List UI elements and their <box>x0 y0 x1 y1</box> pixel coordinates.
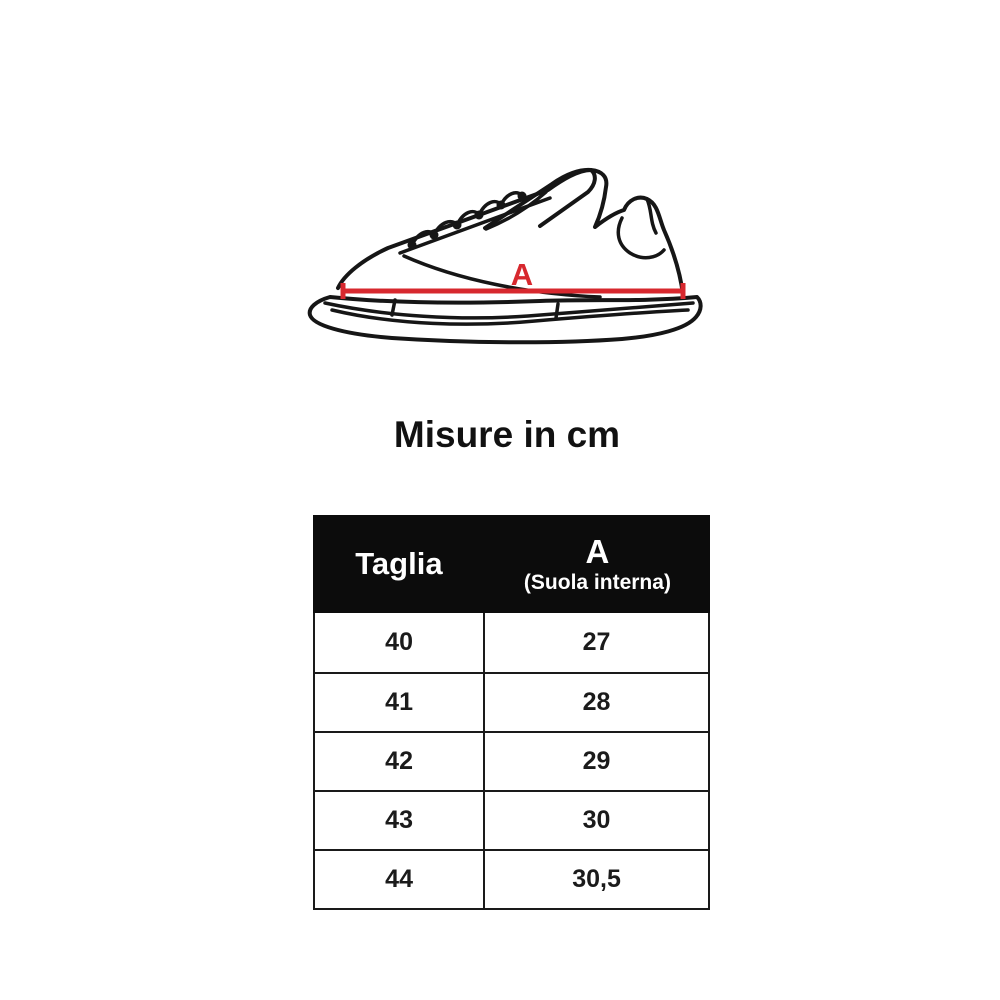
sole-notch <box>554 302 560 320</box>
size-cell: 40 <box>315 613 486 672</box>
header-a-label: A <box>585 532 610 570</box>
measurement-line-a <box>340 283 686 299</box>
table-row: 42 29 <box>315 731 708 790</box>
measure-cell: 28 <box>582 688 611 716</box>
measure-cell: 30,5 <box>572 865 621 893</box>
measure-cell: 27 <box>582 628 611 656</box>
header-taglia: Taglia <box>355 546 443 581</box>
size-cell: 44 <box>315 851 486 908</box>
sneaker-illustration: A <box>300 158 710 356</box>
size-table: Taglia A (Suola interna) 40 27 41 28 42 … <box>313 515 710 910</box>
measurement-label-a: A <box>511 257 533 292</box>
sneaker-svg: A <box>307 167 703 345</box>
table-row: 40 27 <box>315 613 708 672</box>
midsole-line <box>323 301 695 320</box>
table-row: 43 30 <box>315 790 708 849</box>
heel-seam <box>616 216 666 260</box>
size-cell: 43 <box>315 792 486 849</box>
upper-outline <box>336 168 685 297</box>
measure-cell: 29 <box>582 747 611 775</box>
header-a-sublabel: (Suola interna) <box>523 570 671 594</box>
sole-notch <box>390 298 397 317</box>
table-header: Taglia A (Suola interna) <box>313 515 710 613</box>
eyelets <box>407 191 527 250</box>
size-cell: 41 <box>315 674 486 731</box>
table-row: 41 28 <box>315 672 708 731</box>
heel-seam <box>645 197 658 235</box>
midsole-line <box>330 308 690 326</box>
lace-loops <box>410 191 524 247</box>
throat-seam <box>484 190 548 231</box>
header-a: A (Suola interna) <box>485 515 710 613</box>
table-body: 40 27 41 28 42 29 43 30 44 30,5 <box>313 613 710 910</box>
size-cell: 42 <box>315 733 486 790</box>
table-row: 44 30,5 <box>315 849 708 908</box>
quarter-seam <box>402 254 602 299</box>
page-title: Misure in cm <box>393 414 621 455</box>
measure-cell: 30 <box>582 806 611 834</box>
sole-outline <box>307 295 703 345</box>
